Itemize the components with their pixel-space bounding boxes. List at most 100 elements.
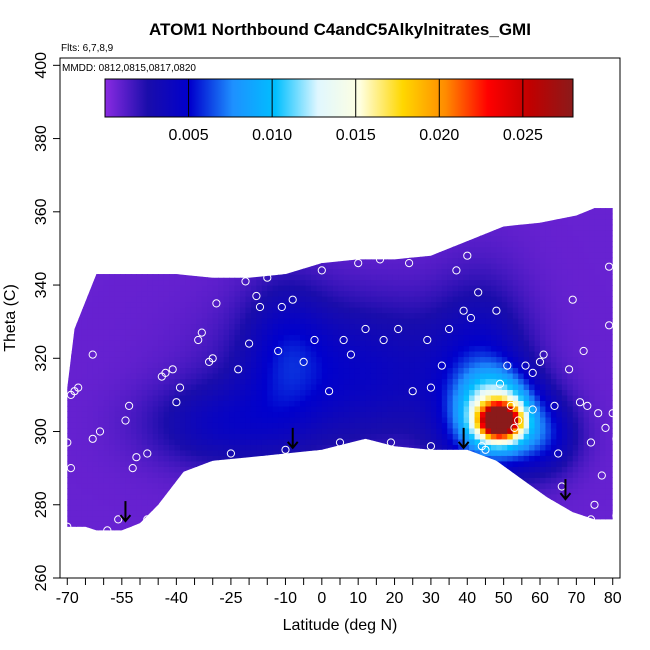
heatmap-cell — [278, 307, 285, 314]
heatmap-cell — [441, 328, 448, 336]
heatmap-cell — [441, 411, 448, 418]
heatmap-cell — [327, 493, 334, 500]
heatmap-cell — [114, 263, 121, 270]
heatmap-cell — [376, 350, 383, 358]
heatmap-cell — [141, 499, 148, 506]
heatmap-cell — [169, 526, 176, 531]
heatmap-cell — [125, 219, 132, 226]
heatmap-cell — [185, 230, 192, 237]
heatmap-cell — [174, 460, 181, 467]
heatmap-cell — [229, 471, 236, 478]
heatmap-cell — [256, 526, 263, 531]
heatmap-cell — [387, 466, 394, 473]
heatmap-cell — [316, 268, 323, 275]
heatmap-cell — [300, 285, 307, 292]
heatmap-cell — [218, 394, 225, 401]
heatmap-cell — [398, 477, 405, 484]
heatmap-cell — [201, 257, 208, 264]
heatmap-cell — [70, 252, 77, 259]
heatmap-cell — [169, 235, 176, 242]
heatmap-cell — [458, 197, 464, 203]
heatmap-cell — [420, 301, 427, 308]
heatmap-cell — [370, 422, 377, 429]
heatmap-cell — [278, 433, 285, 440]
heatmap-cell — [370, 510, 377, 517]
heatmap-cell — [223, 526, 230, 531]
heatmap-cell — [436, 510, 443, 517]
heatmap-cell — [92, 263, 99, 270]
heatmap-cell — [332, 411, 339, 418]
heatmap-cell — [98, 477, 105, 484]
heatmap-cell — [475, 543, 481, 549]
heatmap-cell — [267, 499, 274, 506]
heatmap-cell — [81, 257, 88, 264]
heatmap-cell — [190, 526, 197, 531]
heatmap-cell — [272, 301, 279, 308]
heatmap-cell — [229, 504, 236, 511]
heatmap-cell — [474, 515, 481, 522]
heatmap-cell — [300, 318, 307, 325]
heatmap-cell — [436, 526, 443, 531]
heatmap-cell — [273, 538, 279, 544]
heatmap-cell — [103, 361, 110, 369]
heatmap-cell — [447, 427, 454, 434]
heatmap-cell — [190, 334, 197, 341]
heatmap-cell — [338, 323, 345, 330]
heatmap-cell — [321, 438, 328, 445]
heatmap-cell — [387, 241, 394, 248]
heatmap-cell — [403, 290, 410, 297]
heatmap-cell — [332, 350, 339, 358]
heatmap-cell — [343, 339, 350, 347]
heatmap-cell — [354, 339, 361, 347]
heatmap-cell — [191, 197, 197, 203]
heatmap-cell — [310, 345, 317, 352]
heatmap-cell — [430, 279, 437, 286]
heatmap-cell — [223, 422, 230, 429]
heatmap-cell — [201, 438, 208, 445]
heatmap-cell — [261, 389, 268, 396]
heatmap-cell — [103, 372, 110, 380]
heatmap-cell — [98, 405, 105, 412]
heatmap-cell — [289, 455, 296, 462]
heatmap-cell — [398, 504, 405, 511]
heatmap-cell — [180, 460, 187, 467]
heatmap-cell — [474, 411, 481, 418]
heatmap-cell — [409, 455, 416, 462]
heatmap-cell — [60, 422, 66, 428]
heatmap-cell — [267, 296, 274, 303]
heatmap-cell — [130, 246, 137, 253]
heatmap-cell — [136, 394, 143, 401]
heatmap-cell — [180, 208, 187, 209]
heatmap-cell — [152, 510, 159, 517]
heatmap-cell — [98, 499, 105, 506]
heatmap-cell — [370, 263, 377, 270]
heatmap-cell — [152, 246, 159, 253]
heatmap-cell — [212, 455, 219, 462]
heatmap-cell — [174, 279, 181, 286]
heatmap-cell — [190, 515, 197, 522]
heatmap-cell — [458, 312, 465, 319]
heatmap-cell — [125, 532, 131, 538]
heatmap-cell — [332, 219, 339, 226]
heatmap-cell — [60, 428, 66, 434]
heatmap-cell — [338, 510, 345, 517]
heatmap-cell — [256, 477, 263, 484]
heatmap-cell — [87, 339, 94, 347]
heatmap-cell — [240, 307, 247, 314]
heatmap-cell — [436, 416, 443, 423]
heatmap-cell — [463, 526, 470, 531]
heatmap-cell — [207, 323, 214, 330]
heatmap-cell — [474, 488, 481, 495]
heatmap-cell — [76, 339, 83, 347]
heatmap-cell — [114, 482, 121, 489]
heatmap-cell — [87, 460, 94, 467]
heatmap-cell — [310, 504, 317, 511]
heatmap-cell — [76, 274, 83, 281]
heatmap-cell — [381, 345, 388, 352]
heatmap-cell — [404, 532, 410, 538]
heatmap-cell — [109, 394, 116, 401]
heatmap-cell — [349, 312, 356, 319]
heatmap-cell — [316, 504, 323, 511]
heatmap-cell — [245, 477, 252, 484]
heatmap-cell — [147, 285, 154, 292]
